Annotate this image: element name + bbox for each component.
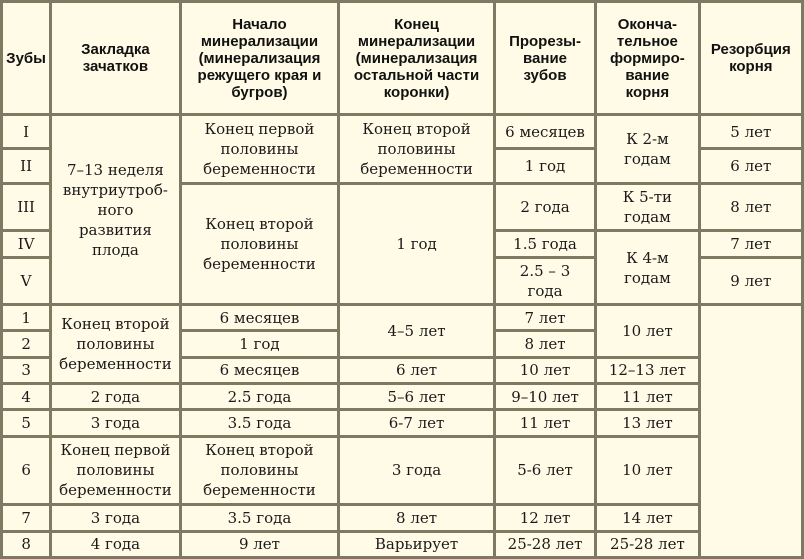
min-start-cell: 1 год [181, 332, 338, 356]
table-row: IV 1.5 года К 4-м годам 7 лет [3, 232, 801, 304]
table-row: 4 2 года 2.5 года 5–6 лет 9–10 лет 11 ле… [3, 384, 801, 409]
min-start-cell: 3.5 года [181, 411, 338, 435]
header-eruption: Прорезы- вание зубов [495, 3, 595, 114]
tooth-cell: 5 [3, 411, 50, 435]
germ-cell: Конец второй половины беременности [52, 306, 179, 382]
header-row: Зубы Закладка зачатков Начало минерализа… [3, 3, 801, 114]
tooth-cell: 2 [3, 332, 50, 356]
root-cell: К 5-ти годам [597, 184, 698, 230]
resorption-cell: 5 лет [700, 116, 801, 148]
root-cell: 13 лет [597, 411, 698, 435]
germ-cell: 3 года [52, 411, 179, 435]
min-end-cell: 8 лет [340, 506, 493, 530]
table-row: 2 1 год 8 лет [3, 332, 801, 356]
tooth-cell: 6 [3, 437, 50, 504]
eruption-cell: 1 год [495, 150, 595, 182]
min-start-cell: Конец второй половины беременности [181, 184, 338, 304]
resorption-cell: 7 лет [700, 232, 801, 256]
table-row: 6 Конец первой половины беременности Кон… [3, 437, 801, 504]
eruption-cell: 6 месяцев [495, 116, 595, 148]
header-resorption: Резорбция корня [700, 3, 801, 114]
table-row: II 1 год 6 лет [3, 150, 801, 182]
root-cell: 14 лет [597, 506, 698, 530]
min-end-cell: 4–5 лет [340, 306, 493, 356]
min-end-cell: 3 года [340, 437, 493, 504]
header-teeth: Зубы [3, 3, 50, 114]
table-row: I 7–13 неделя внутриутроб- ного развития… [3, 116, 801, 304]
root-cell: 12–13 лет [597, 358, 698, 382]
header-mineralization-start: Начало минерализации (минерализация режу… [181, 3, 338, 114]
table-row: 5 3 года 3.5 года 6-7 лет 11 лет 13 лет [3, 411, 801, 435]
min-start-cell: 6 месяцев [181, 358, 338, 382]
min-end-cell: 6 лет [340, 358, 493, 382]
eruption-cell: 7 лет [495, 306, 595, 330]
eruption-cell: 2.5 – 3 года [495, 258, 595, 304]
tooth-cell: I [3, 116, 50, 148]
tooth-cell: 3 [3, 358, 50, 382]
germ-cell: 4 года [52, 532, 179, 556]
eruption-cell: 25-28 лет [495, 532, 595, 556]
eruption-cell: 5-6 лет [495, 437, 595, 504]
min-start-cell: Конец второй половины беременности [181, 437, 338, 504]
eruption-cell: 8 лет [495, 332, 595, 356]
root-cell: 25-28 лет [597, 532, 698, 556]
table-row: V 2.5 – 3 года 9 лет [3, 258, 801, 304]
germ-cell: 7–13 неделя внутриутроб- ного развития п… [52, 116, 179, 304]
min-end-cell: 1 год [340, 184, 493, 304]
tooth-cell: III [3, 184, 50, 230]
min-end-cell: Варьирует [340, 532, 493, 556]
root-cell: 10 лет [597, 437, 698, 504]
tooth-cell: IV [3, 232, 50, 256]
min-start-cell: Конец первой половины беременности [181, 116, 338, 182]
min-end-cell: Конец второй половины беременности [340, 116, 493, 182]
root-cell: 10 лет [597, 306, 698, 356]
resorption-cell: 8 лет [700, 184, 801, 230]
germ-cell: Конец первой половины беременности [52, 437, 179, 504]
header-root-complete: Оконча- тельное формиро- вание корня [597, 3, 698, 114]
eruption-cell: 1.5 года [495, 232, 595, 256]
min-start-cell: 9 лет [181, 532, 338, 556]
table-row: 7 3 года 3.5 года 8 лет 12 лет 14 лет [3, 506, 801, 530]
min-start-cell: 2.5 года [181, 384, 338, 409]
tooth-cell: 4 [3, 384, 50, 409]
header-mineralization-end: Конец минерализации (минерализация остал… [340, 3, 493, 114]
eruption-cell: 12 лет [495, 506, 595, 530]
germ-cell: 2 года [52, 384, 179, 409]
header-germ: Закладка зачатков [52, 3, 179, 114]
tooth-cell: 1 [3, 306, 50, 330]
tooth-cell: 8 [3, 532, 50, 556]
root-cell: К 4-м годам [597, 232, 698, 304]
min-start-cell: 3.5 года [181, 506, 338, 530]
tooth-cell: 7 [3, 506, 50, 530]
resorption-cell: 9 лет [700, 258, 801, 304]
eruption-cell: 9–10 лет [495, 384, 595, 409]
resorption-empty-cell [700, 306, 801, 556]
min-end-cell: 5–6 лет [340, 384, 493, 409]
table-row: 3 6 месяцев 6 лет 10 лет 12–13 лет [3, 358, 801, 382]
table-row: 1 Конец второй половины беременности 6 м… [3, 306, 801, 556]
resorption-cell: 6 лет [700, 150, 801, 182]
eruption-cell: 11 лет [495, 411, 595, 435]
table-row: III Конец второй половины беременности 1… [3, 184, 801, 304]
min-start-cell: 6 месяцев [181, 306, 338, 330]
germ-cell: 3 года [52, 506, 179, 530]
tooth-cell: V [3, 258, 50, 304]
eruption-cell: 2 года [495, 184, 595, 230]
table-row: 8 4 года 9 лет Варьирует 25-28 лет 25-28… [3, 532, 801, 556]
eruption-cell: 10 лет [495, 358, 595, 382]
min-end-cell: 6-7 лет [340, 411, 493, 435]
root-cell: 11 лет [597, 384, 698, 409]
root-cell: К 2-м годам [597, 116, 698, 182]
tooth-cell: II [3, 150, 50, 182]
